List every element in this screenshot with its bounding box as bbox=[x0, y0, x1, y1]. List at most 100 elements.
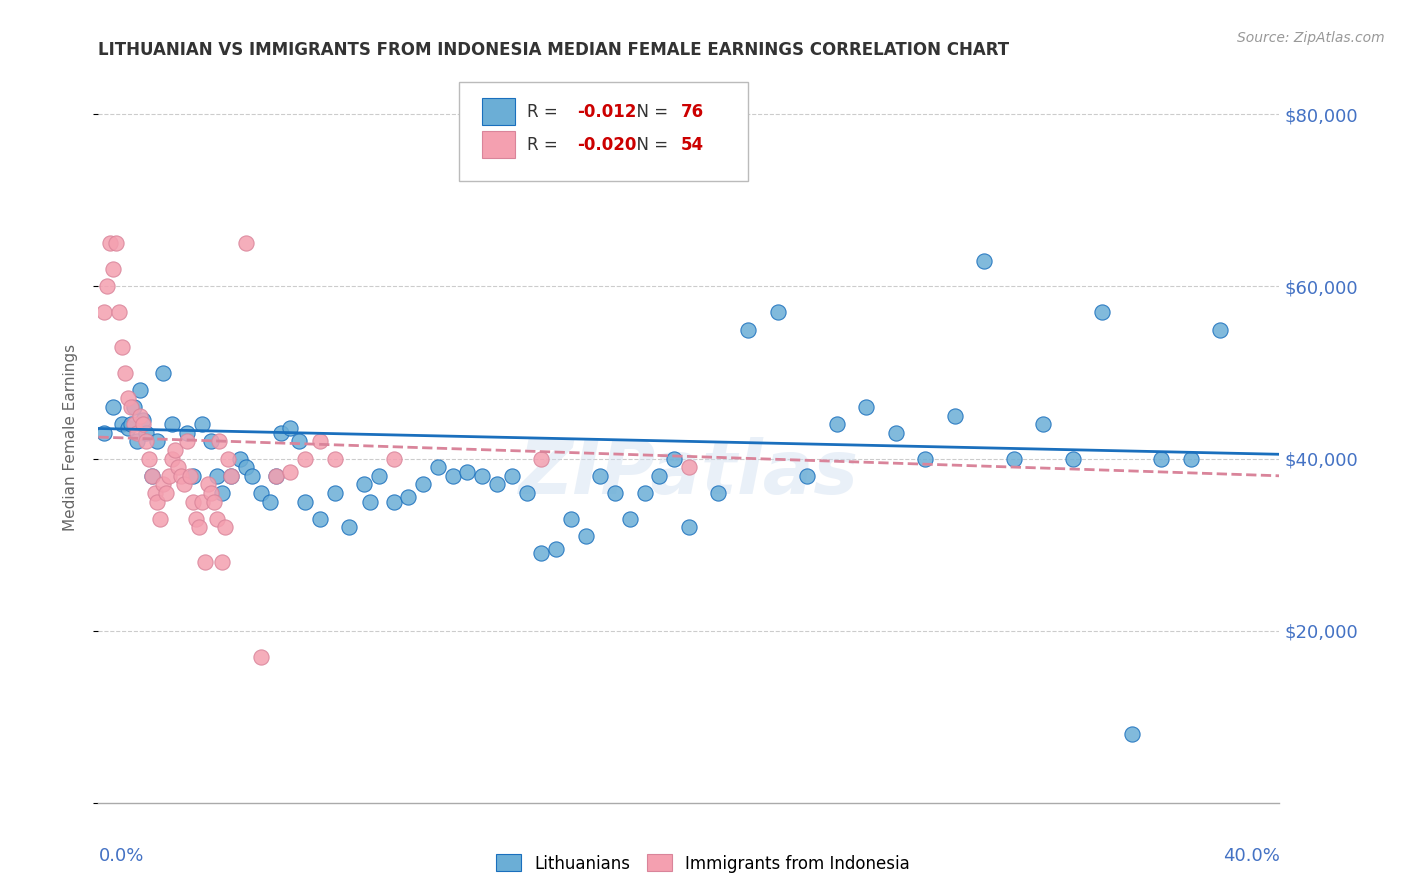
Point bbox=[141, 468, 163, 483]
FancyBboxPatch shape bbox=[482, 98, 516, 126]
FancyBboxPatch shape bbox=[458, 82, 748, 181]
Point bbox=[120, 417, 142, 432]
Point bbox=[194, 555, 217, 569]
Point bbox=[162, 417, 183, 432]
Point bbox=[200, 434, 222, 449]
Point bbox=[128, 383, 150, 397]
Point bbox=[270, 425, 292, 440]
Point bbox=[205, 468, 228, 483]
Point bbox=[516, 486, 538, 500]
Point bbox=[486, 477, 509, 491]
Point bbox=[1209, 322, 1232, 336]
Point bbox=[250, 486, 273, 500]
Point bbox=[1150, 451, 1173, 466]
Point bbox=[149, 512, 172, 526]
Point bbox=[766, 305, 789, 319]
Text: -0.012: -0.012 bbox=[576, 103, 636, 120]
Point bbox=[184, 512, 207, 526]
Point bbox=[280, 421, 302, 435]
Point bbox=[398, 491, 420, 505]
Point bbox=[412, 477, 434, 491]
Text: 76: 76 bbox=[681, 103, 704, 120]
Point bbox=[96, 279, 118, 293]
Point bbox=[125, 425, 148, 440]
Point bbox=[339, 520, 361, 534]
Point bbox=[208, 434, 231, 449]
Point bbox=[288, 434, 311, 449]
Text: 0.0%: 0.0% bbox=[98, 847, 143, 864]
Point bbox=[211, 555, 233, 569]
Point bbox=[530, 546, 553, 560]
Point bbox=[214, 520, 236, 534]
Point bbox=[98, 236, 121, 251]
Point bbox=[117, 421, 139, 435]
Point bbox=[280, 465, 302, 479]
Point bbox=[825, 417, 848, 432]
Point bbox=[135, 434, 157, 449]
Point bbox=[179, 468, 201, 483]
Point bbox=[546, 541, 568, 556]
Point bbox=[309, 512, 332, 526]
Point bbox=[173, 477, 195, 491]
Point bbox=[141, 468, 163, 483]
Text: 54: 54 bbox=[681, 136, 704, 153]
Point bbox=[200, 486, 222, 500]
Point bbox=[664, 451, 686, 466]
Point bbox=[264, 468, 287, 483]
Point bbox=[176, 434, 198, 449]
Text: ZIPatlas: ZIPatlas bbox=[519, 437, 859, 510]
Point bbox=[162, 451, 183, 466]
Text: 40.0%: 40.0% bbox=[1223, 847, 1279, 864]
Point bbox=[103, 262, 125, 277]
Point bbox=[105, 236, 128, 251]
Point bbox=[678, 520, 700, 534]
Point bbox=[181, 468, 204, 483]
Point bbox=[648, 468, 671, 483]
Point bbox=[117, 392, 139, 406]
Point bbox=[235, 236, 257, 251]
Point bbox=[122, 400, 145, 414]
Point bbox=[155, 486, 177, 500]
Point bbox=[132, 417, 155, 432]
Point bbox=[240, 468, 263, 483]
Point bbox=[250, 649, 273, 664]
Point bbox=[138, 451, 160, 466]
Point bbox=[146, 434, 169, 449]
Point bbox=[855, 400, 877, 414]
Point bbox=[457, 465, 479, 479]
Point bbox=[146, 494, 169, 508]
Point bbox=[202, 494, 225, 508]
Point bbox=[170, 468, 193, 483]
Point bbox=[152, 366, 174, 380]
Point bbox=[309, 434, 332, 449]
Text: N =: N = bbox=[626, 103, 673, 120]
Point bbox=[217, 451, 239, 466]
Point bbox=[235, 460, 257, 475]
Point bbox=[471, 468, 494, 483]
Point bbox=[973, 253, 995, 268]
Point bbox=[1180, 451, 1202, 466]
Y-axis label: Median Female Earnings: Median Female Earnings bbox=[63, 343, 77, 531]
Point bbox=[125, 434, 148, 449]
Point bbox=[943, 409, 966, 423]
Point bbox=[1091, 305, 1114, 319]
Point bbox=[111, 417, 134, 432]
Point bbox=[796, 468, 818, 483]
Text: N =: N = bbox=[626, 136, 673, 153]
Point bbox=[264, 468, 287, 483]
Point bbox=[143, 486, 166, 500]
Point bbox=[589, 468, 612, 483]
Point bbox=[93, 305, 115, 319]
Point bbox=[1032, 417, 1054, 432]
Point bbox=[111, 340, 134, 354]
Point bbox=[120, 400, 142, 414]
Point bbox=[368, 468, 391, 483]
FancyBboxPatch shape bbox=[482, 130, 516, 159]
Point bbox=[678, 460, 700, 475]
Point bbox=[103, 400, 125, 414]
Point bbox=[294, 451, 316, 466]
Point bbox=[382, 494, 405, 508]
Point bbox=[122, 417, 145, 432]
Point bbox=[181, 494, 204, 508]
Point bbox=[359, 494, 381, 508]
